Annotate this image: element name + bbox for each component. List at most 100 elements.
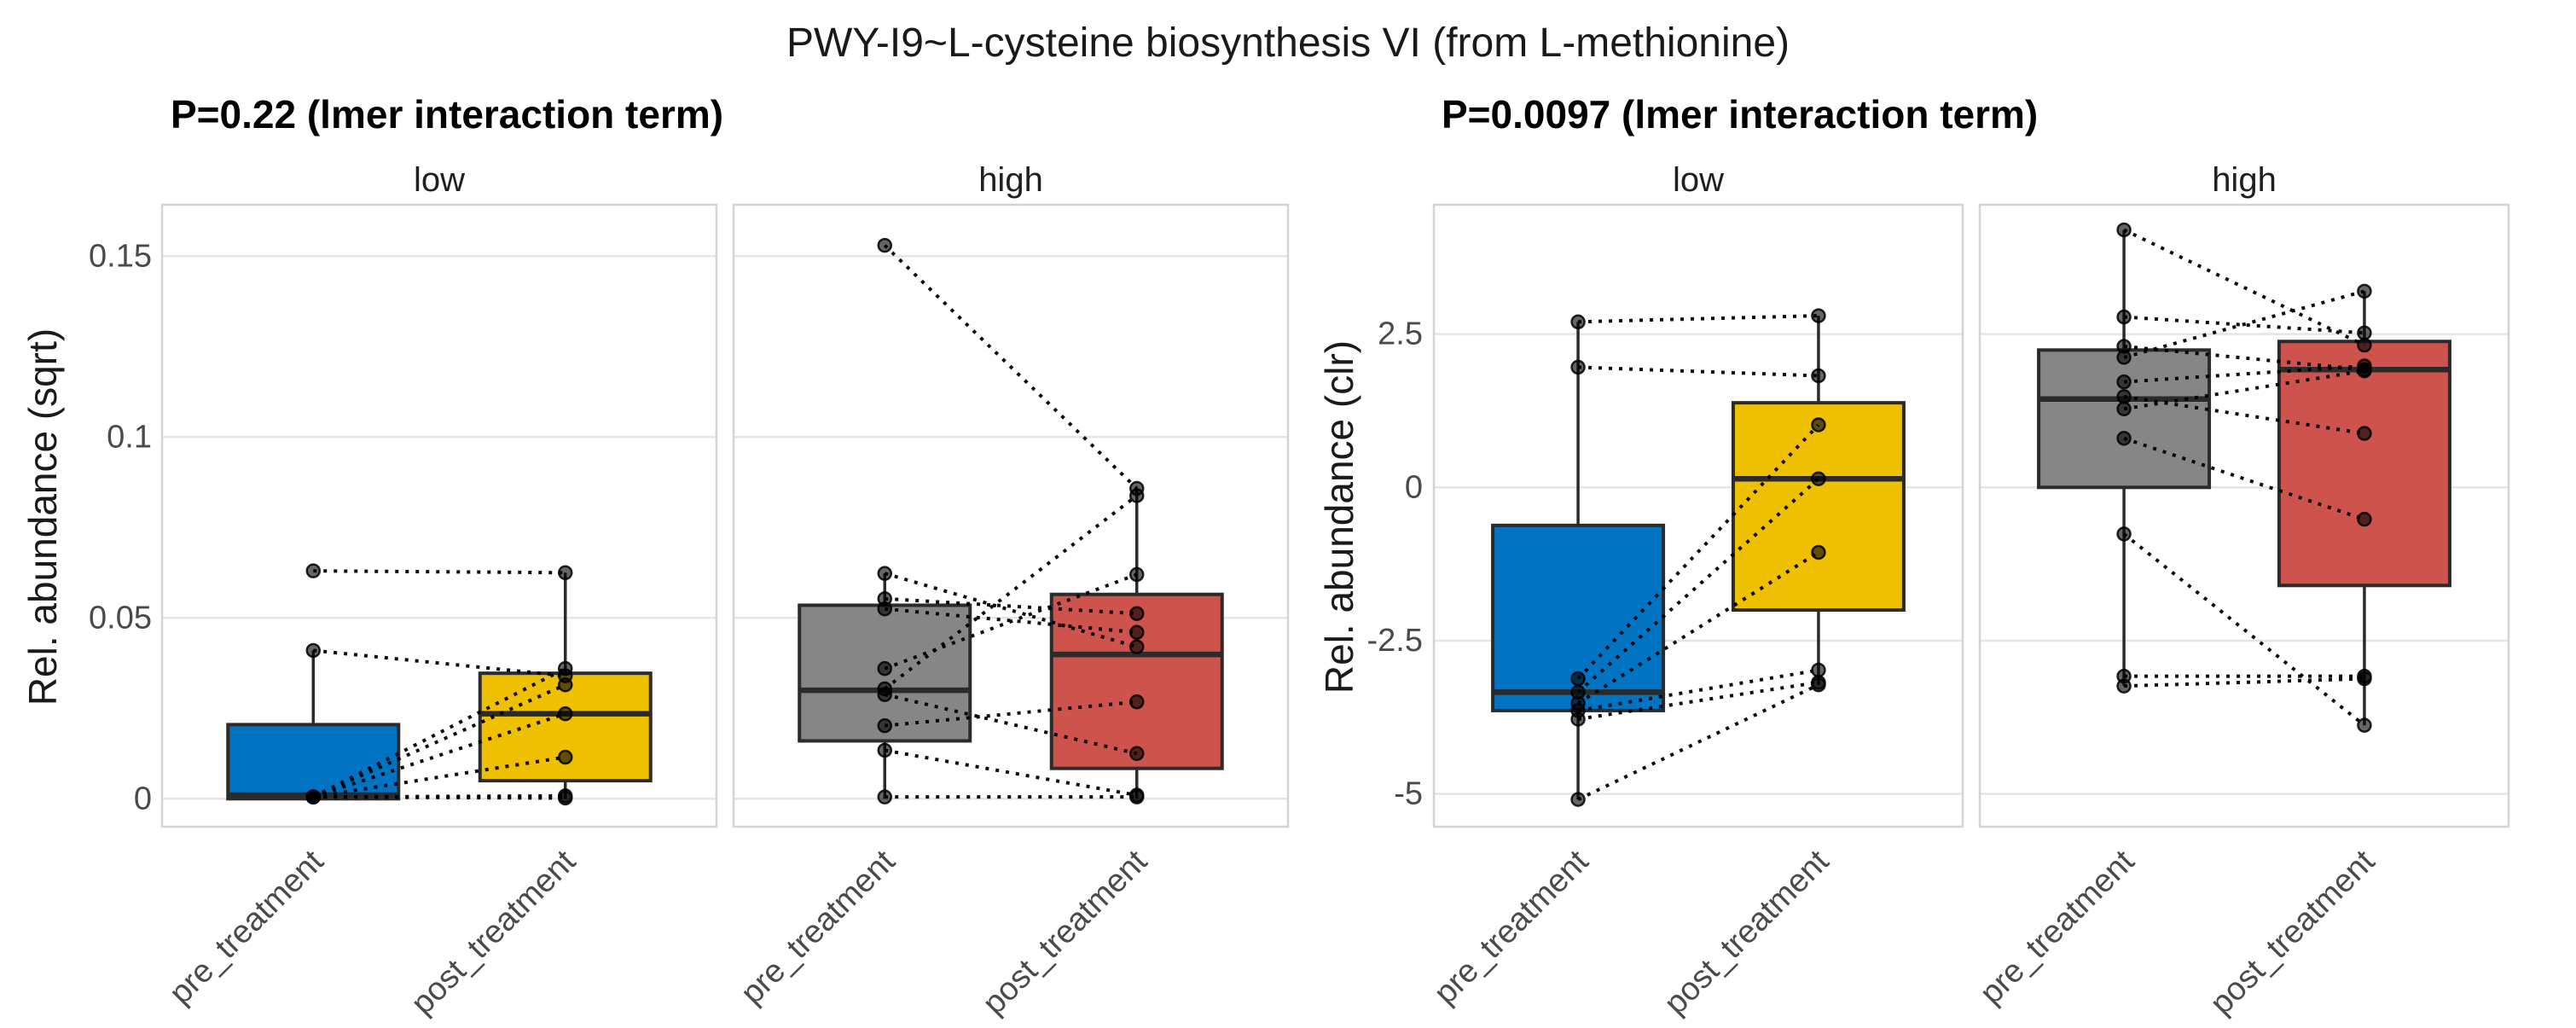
box-post_treatment [2277, 291, 2451, 726]
y-tick-label: 0.15 [89, 238, 152, 274]
panel-low: low pre_treatment post_treatment [160, 161, 718, 1022]
data-point [1570, 711, 1586, 727]
data-points [2116, 222, 2372, 733]
y-tick-label: 0.1 [107, 419, 152, 455]
y-tick-label: 0 [134, 781, 152, 816]
data-point [1570, 792, 1586, 807]
data-point [2357, 426, 2372, 441]
data-point [877, 601, 893, 617]
box-pre_treatment [1491, 322, 1666, 800]
data-point [1128, 746, 1145, 762]
x-tick-label: post_treatment [404, 843, 583, 1021]
pair-lines [883, 244, 1139, 799]
data-point [1128, 606, 1145, 621]
box-iqr [1731, 401, 1906, 613]
data-point [1570, 359, 1586, 375]
panel-border [732, 203, 1290, 828]
pair-line [2123, 289, 2365, 359]
x-tick-label: post_treatment [976, 843, 1154, 1021]
box-iqr [226, 723, 401, 801]
pair-line [885, 596, 1137, 616]
data-point [1811, 417, 1826, 433]
data-point [877, 742, 893, 758]
data-point [1811, 471, 1826, 486]
data-point [2116, 374, 2132, 390]
pair-line [1576, 423, 1820, 680]
data-point [557, 790, 573, 806]
data-points [877, 237, 1145, 804]
subtitle-left: P=0.22 (lmer interaction term) [171, 92, 723, 136]
box-iqr [2277, 340, 2451, 588]
x-tick-label: pre_treatment [1973, 843, 2141, 1011]
data-point [2116, 309, 2132, 325]
data-point [877, 717, 893, 734]
pair-line [885, 700, 1137, 728]
x-tick-label: pre_treatment [163, 843, 331, 1011]
x-tick-label: post_treatment [2203, 843, 2382, 1021]
data-point [557, 677, 573, 693]
pair-line [312, 755, 566, 799]
data-point [2116, 678, 2132, 694]
pair-line [884, 748, 1138, 798]
y-tick-label: -2.5 [1367, 623, 1423, 659]
panel-low: low pre_treatment post_treatment [1427, 161, 1964, 1022]
data-points [1570, 308, 1826, 807]
panel-border [1978, 203, 2510, 828]
y-axis-title-sqrt: Rel. abundance (sqrt) [20, 328, 65, 706]
pair-lines [1576, 314, 1820, 801]
pair-line [2123, 436, 2365, 521]
data-point [2357, 325, 2372, 340]
data-point [305, 789, 322, 804]
pair-line [313, 648, 566, 678]
data-point [1811, 308, 1826, 323]
panel-border [1432, 203, 1964, 828]
pair-line [2122, 532, 2366, 727]
data-point [557, 706, 573, 722]
data-point [2357, 717, 2372, 733]
pair-line [313, 569, 566, 575]
data-point [2116, 222, 2132, 238]
data-point [2116, 401, 2132, 417]
data-point [877, 660, 893, 677]
box-iqr [2037, 348, 2212, 490]
pair-line [883, 244, 1139, 490]
pair-line [1576, 477, 1820, 694]
y-axis-title-clr: Rel. abundance (clr) [1317, 340, 1361, 694]
y-tick-label: 2.5 [1378, 317, 1423, 352]
plots-layer: 0 0.05 0.1 0.15 low pre_treatment post_treatme… [89, 161, 2510, 1022]
data-point [1128, 694, 1145, 710]
pair-line [313, 795, 566, 800]
data-point [557, 565, 573, 581]
facet-strip-label: high [2212, 161, 2277, 199]
x-tick-label: post_treatment [1657, 843, 1836, 1021]
data-point [1811, 677, 1826, 693]
data-point [1811, 662, 1826, 678]
data-point [1128, 639, 1145, 654]
data-point [305, 642, 322, 659]
facet-strip-label: high [978, 161, 1043, 199]
panel-high: high pre_treatment post_treatment [1973, 161, 2510, 1022]
data-point [1128, 566, 1145, 583]
pair-line [312, 666, 566, 799]
data-point [2357, 511, 2372, 527]
pair-line [2123, 228, 2365, 347]
data-point [1811, 368, 1826, 384]
pair-line [1577, 682, 1819, 801]
data-point [1570, 671, 1586, 687]
data-point [2116, 350, 2132, 365]
box-iqr [1049, 592, 1224, 770]
panel-high: high pre_treatment post_treatment [732, 161, 1290, 1022]
pair-line [1578, 365, 1819, 378]
y-tick-label: 0 [1405, 469, 1423, 505]
data-point [557, 660, 573, 677]
y-tick-label: 0.05 [89, 600, 152, 636]
panel-border [160, 203, 718, 828]
subtitle-right: P=0.0097 (lmer interaction term) [1442, 92, 2038, 136]
data-point [1128, 624, 1145, 641]
y-tick-label: -5 [1394, 776, 1423, 812]
data-point [557, 749, 573, 765]
data-point [2357, 283, 2372, 299]
pair-line [885, 607, 1137, 635]
